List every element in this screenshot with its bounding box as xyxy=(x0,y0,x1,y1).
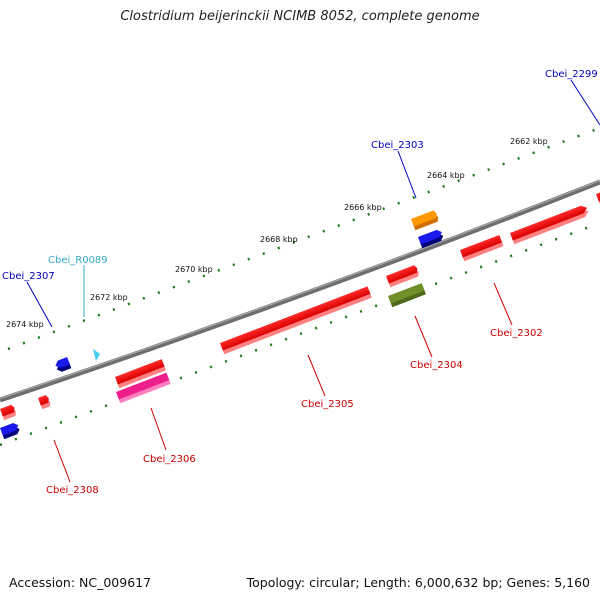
gene-label-cbei-2307[interactable]: Cbei_2307 xyxy=(2,271,55,282)
gene-cbei-2303-feature[interactable] xyxy=(411,210,440,231)
gene-feature[interactable] xyxy=(0,422,21,440)
gene-feature[interactable] xyxy=(596,186,600,206)
gene-feature[interactable] xyxy=(460,234,504,262)
genome-backbone xyxy=(0,179,600,403)
gene-cbei-2304-feature[interactable] xyxy=(388,283,426,308)
leader-line xyxy=(493,282,513,326)
accession-text: Accession: NC_009617 xyxy=(9,575,152,590)
gene-cbei-2302-feature[interactable] xyxy=(510,204,590,245)
leader-line xyxy=(397,150,417,199)
gene-cbei-2306-feature[interactable] xyxy=(116,372,171,404)
gene-cbei-2307-feature[interactable] xyxy=(54,356,72,373)
gene-feature[interactable] xyxy=(418,228,445,249)
leader-line xyxy=(150,407,167,451)
kbp-label: 2662 kbp xyxy=(510,137,548,146)
kbp-label: 2666 kbp xyxy=(344,203,382,212)
gene-feature[interactable] xyxy=(115,359,166,389)
gene-label-cbei-2306[interactable]: Cbei_2306 xyxy=(143,454,196,465)
gene-label-cbei-2305[interactable]: Cbei_2305 xyxy=(301,399,354,410)
kbp-label: 2668 kbp xyxy=(260,235,298,244)
gene-label-cbei-2304[interactable]: Cbei_2304 xyxy=(410,360,463,371)
gene-label-cbei-2303[interactable]: Cbei_2303 xyxy=(371,140,424,151)
leader-line xyxy=(53,439,71,483)
kbp-label: 2664 kbp xyxy=(427,171,465,180)
gene-feature[interactable] xyxy=(0,404,17,421)
gene-label-cbei-2302[interactable]: Cbei_2302 xyxy=(490,328,543,339)
gene-feature[interactable] xyxy=(386,265,420,288)
kbp-label: 2670 kbp xyxy=(175,265,213,274)
genome-title: Clostridium beijerinckii NCIMB 8052, com… xyxy=(120,9,480,24)
leader-line xyxy=(414,315,433,358)
gene-cbei-2305-feature[interactable] xyxy=(220,286,372,355)
leader-line xyxy=(570,79,600,126)
genome-summary-text: Topology: circular; Length: 6,000,632 bp… xyxy=(246,575,590,590)
gene-label-cbei-r0089[interactable]: Cbei_R0089 xyxy=(48,255,108,266)
kbp-label: 2674 kbp xyxy=(6,320,44,329)
gene-feature[interactable] xyxy=(38,394,52,410)
trna-cbei-r0089-feature[interactable] xyxy=(93,349,100,361)
kbp-label: 2672 kbp xyxy=(90,293,128,302)
gene-label-cbei-2308[interactable]: Cbei_2308 xyxy=(46,485,99,496)
leader-line xyxy=(307,354,326,397)
gene-label-cbei-2299[interactable]: Cbei_2299 xyxy=(545,69,598,80)
leader-line xyxy=(26,281,53,328)
